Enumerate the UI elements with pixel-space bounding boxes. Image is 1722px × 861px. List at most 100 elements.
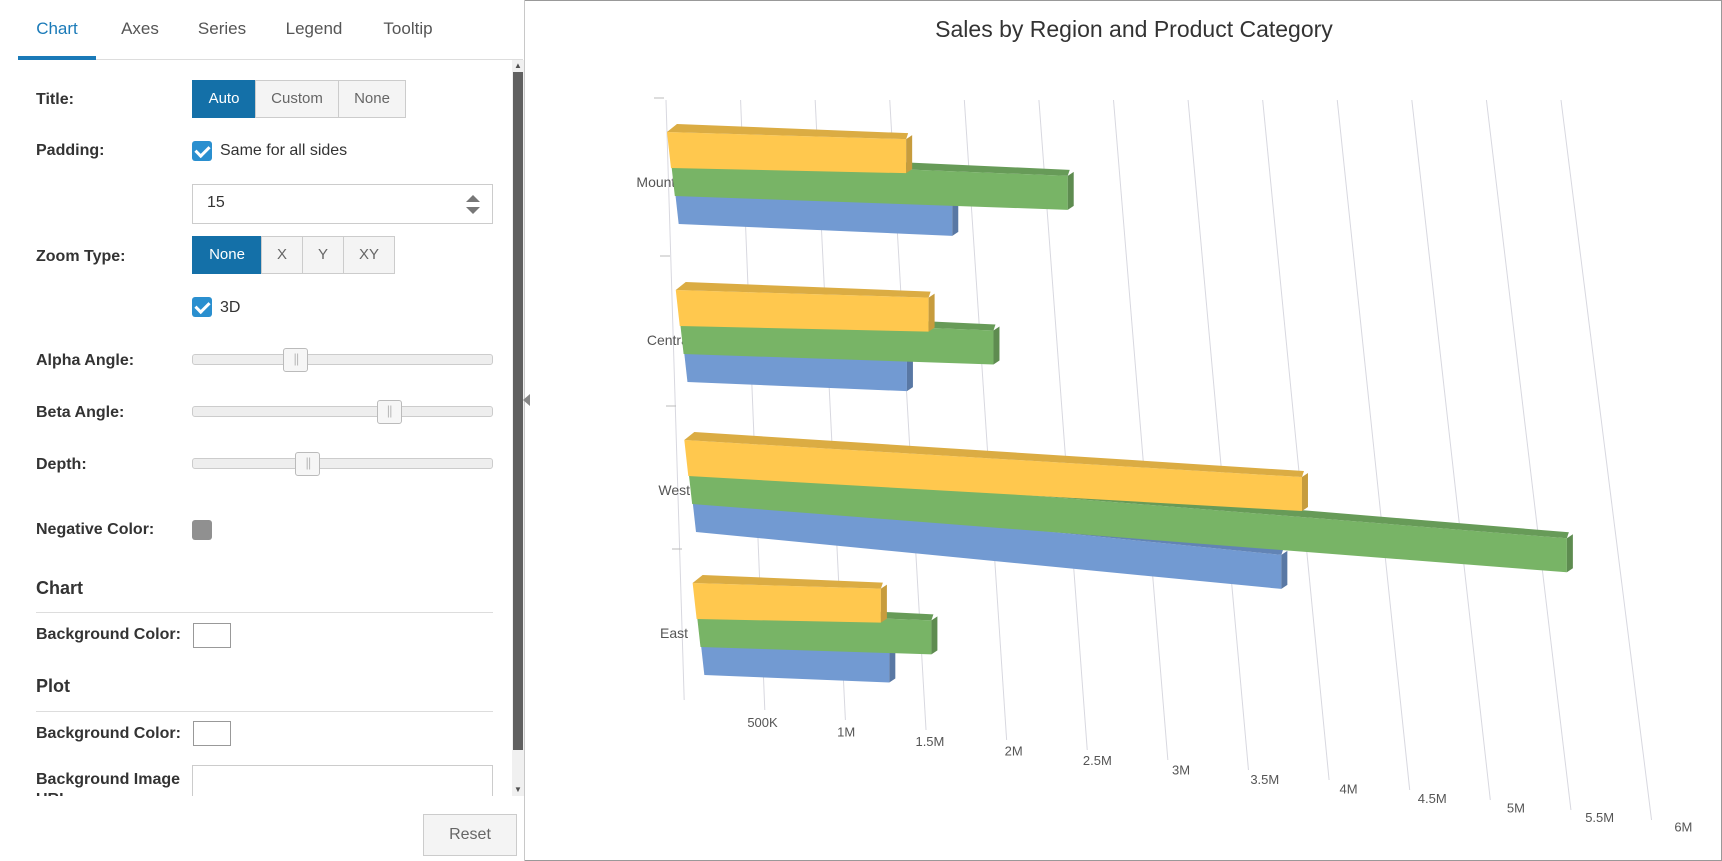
chart-background-color-label: Background Color: [36,626,181,643]
bar-side-face [906,135,913,174]
scroll-up-icon[interactable]: ▲ [514,61,522,70]
padding-value: 15 [207,194,225,211]
zoom-x-button[interactable]: X [261,236,303,274]
plot-background-color-label: Background Color: [36,725,181,742]
bar-side-face [1301,473,1308,512]
plot-background-image-input[interactable] [192,765,493,796]
tab-legend[interactable]: Legend [285,19,343,38]
x-tick-label: 5.5M [1585,810,1614,825]
plot-background-color-picker[interactable] [193,721,231,746]
bar-side-face [993,326,1000,365]
bar [692,496,1282,589]
alpha-angle-slider[interactable] [192,348,493,372]
reset-button[interactable]: Reset [423,814,517,856]
x-tick-label: 1.5M [915,734,944,749]
padding-label: Padding: [36,142,105,159]
x-tick-label: 6M [1674,820,1692,835]
chart-title: Sales by Region and Product Category [935,16,1333,42]
bar-side-face [880,584,887,623]
gridline [1262,99,1330,781]
bar [688,468,1567,573]
bar [692,583,881,623]
panel-scrollbar[interactable]: ▲ ▼ [512,60,524,796]
bar [670,160,1068,210]
stepper-down-icon[interactable] [466,207,480,214]
title-none-button[interactable]: None [338,80,406,118]
gridline [1411,99,1491,801]
x-tick-label: 4M [1339,782,1357,797]
settings-scroll-area: Title: Auto Custom None Padding: Same fo… [0,60,525,796]
stepper-up-icon[interactable] [466,195,480,202]
chart-section-heading: Chart [36,578,84,598]
depth-handle[interactable] [295,452,321,476]
bar-top-face [692,575,883,589]
beta-angle-slider[interactable] [192,400,493,424]
bar [684,440,1302,512]
bar-side-face [1067,171,1074,210]
alpha-angle-label: Alpha Angle: [36,352,135,369]
plot-background-image-label: Background Image URL: [36,771,181,796]
depth-slider[interactable] [192,452,493,476]
divider [36,711,493,712]
bar-side-face [1281,550,1288,589]
gridline [1113,99,1169,761]
scroll-down-icon[interactable]: ▼ [514,785,522,794]
threed-label: 3D [220,299,241,316]
bar [666,132,907,174]
x-tick-label: 4.5M [1418,791,1447,806]
gridline [665,99,685,701]
tab-series[interactable]: Series [197,19,247,38]
settings-panel: Chart Axes Series Legend Tooltip Title: … [0,0,525,861]
alpha-angle-handle[interactable] [283,348,309,372]
x-tick-label: 500K [747,715,778,730]
title-custom-button[interactable]: Custom [255,80,339,118]
bar-top-face [684,432,1304,478]
gridline [1336,99,1411,791]
collapse-panel-icon[interactable] [523,394,530,406]
bar-side-face [928,293,935,332]
chart-background-color-picker[interactable] [193,623,231,648]
scrollbar-thumb[interactable] [513,72,523,750]
bar-side-face [952,197,959,236]
title-label: Title: [36,91,74,108]
bar-side-face [931,616,938,655]
bar [675,290,929,332]
gridline [1187,99,1249,771]
bar-side-face [889,644,896,683]
negative-color-swatch[interactable] [192,520,212,540]
gridline [1560,99,1653,821]
tab-axes[interactable]: Axes [121,19,159,38]
padding-same-checkbox[interactable] [192,141,212,161]
bar-top-face [666,124,909,140]
x-tick-label: 5M [1507,801,1525,816]
x-tick-label: 3M [1172,763,1190,778]
category-label: East [660,625,688,641]
gridline [963,99,1008,741]
beta-angle-label: Beta Angle: [36,404,125,421]
depth-label: Depth: [36,456,87,473]
zoom-none-button[interactable]: None [192,236,262,274]
negative-color-label: Negative Color: [36,521,155,538]
threed-checkbox[interactable] [192,297,212,317]
bar-side-face [906,353,913,392]
tab-chart[interactable]: Chart [18,0,96,60]
padding-stepper[interactable]: 15 [192,184,493,224]
beta-angle-handle[interactable] [376,400,402,424]
plot-section-heading: Plot [36,676,70,696]
x-tick-label: 3.5M [1250,772,1279,787]
zoom-type-label: Zoom Type: [36,248,126,265]
title-button-group: Auto Custom None [192,80,406,118]
tab-tooltip[interactable]: Tooltip [383,19,433,38]
category-label: West [658,482,690,498]
x-tick-label: 2.5M [1083,753,1112,768]
x-tick-label: 2M [1005,744,1023,759]
gridline [1485,99,1572,811]
x-tick-label: 1M [837,725,855,740]
zoom-y-button[interactable]: Y [302,236,344,274]
zoom-button-group: None X Y XY [192,236,395,274]
category-label: Central [647,332,692,348]
bar-chart-3d: MountainCentralWestEast500K1M1.5M2M2.5M3… [636,97,1692,835]
divider [36,612,493,613]
title-auto-button[interactable]: Auto [192,80,256,118]
zoom-xy-button[interactable]: XY [343,236,395,274]
